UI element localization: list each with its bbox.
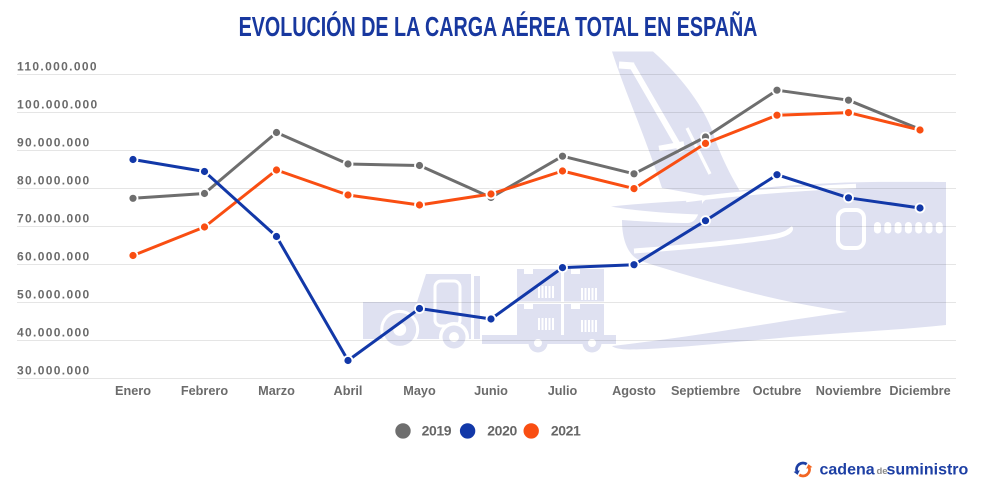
svg-text:50.000.000: 50.000.000 xyxy=(17,288,91,302)
svg-text:60.000.000: 60.000.000 xyxy=(17,250,91,264)
svg-text:Febrero: Febrero xyxy=(181,384,228,398)
svg-text:Septiembre: Septiembre xyxy=(671,384,740,398)
svg-text:2021: 2021 xyxy=(551,422,581,438)
svg-text:80.000.000: 80.000.000 xyxy=(17,174,91,188)
svg-text:Agosto: Agosto xyxy=(612,384,656,398)
svg-text:40.000.000: 40.000.000 xyxy=(17,326,91,340)
svg-text:Mayo: Mayo xyxy=(403,384,436,398)
svg-text:Julio: Julio xyxy=(548,384,578,398)
svg-text:2019: 2019 xyxy=(422,422,452,438)
svg-text:Diciembre: Diciembre xyxy=(889,384,950,398)
svg-text:2020: 2020 xyxy=(487,422,517,438)
svg-text:Marzo: Marzo xyxy=(258,384,295,398)
svg-text:110.000.000: 110.000.000 xyxy=(17,60,98,74)
svg-text:Noviembre: Noviembre xyxy=(816,384,882,398)
svg-text:Abril: Abril xyxy=(334,384,363,398)
svg-text:30.000.000: 30.000.000 xyxy=(17,364,91,378)
svg-text:EVOLUCIÓN DE LA CARGA AÉREA TO: EVOLUCIÓN DE LA CARGA AÉREA TOTAL EN ESP… xyxy=(239,11,758,43)
svg-text:90.000.000: 90.000.000 xyxy=(17,136,91,150)
svg-text:Octubre: Octubre xyxy=(753,384,802,398)
svg-text:Junio: Junio xyxy=(474,384,508,398)
svg-text:100.000.000: 100.000.000 xyxy=(17,98,99,112)
svg-text:Enero: Enero xyxy=(115,384,151,398)
svg-text:70.000.000: 70.000.000 xyxy=(17,212,91,226)
svg-text:cadena: cadena xyxy=(820,462,875,479)
svg-text:de: de xyxy=(877,466,888,477)
svg-text:suministro: suministro xyxy=(887,462,969,479)
